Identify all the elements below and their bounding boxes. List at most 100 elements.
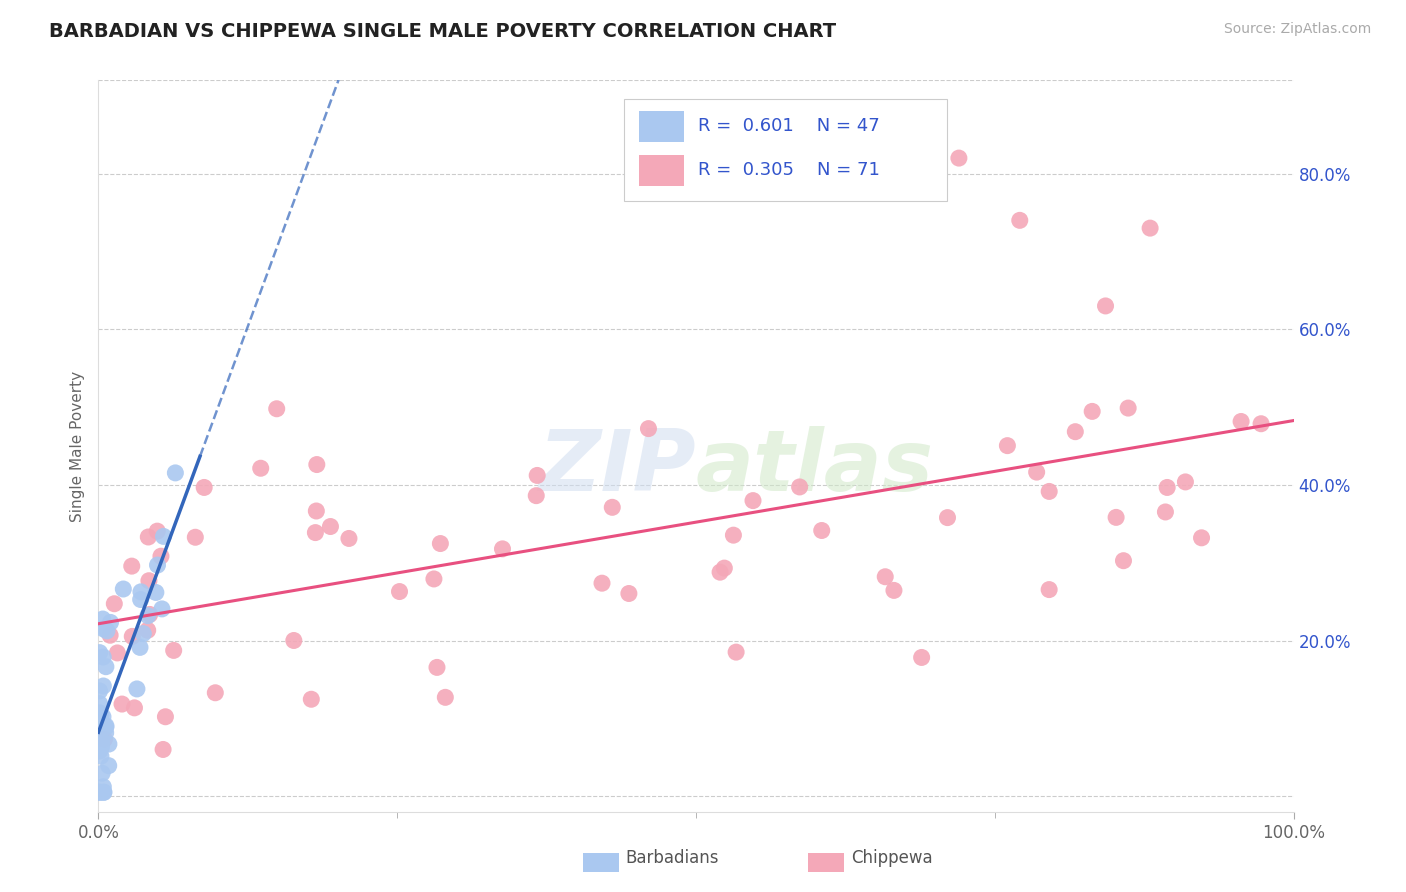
Point [299,692,322,706]
Point [93,679,115,693]
Point [90,735,112,749]
Point [150,602,173,616]
Point [789,480,811,494]
Point [1250,417,1272,431]
Point [165,466,187,480]
Point [146,524,169,538]
Point [491,541,513,556]
Point [911,650,934,665]
Point [93,732,115,747]
Point [90,740,112,755]
Point [995,439,1018,453]
Point [138,574,160,588]
FancyBboxPatch shape [624,99,948,201]
Point [1230,415,1253,429]
Point [725,645,748,659]
Point [94,720,117,734]
Text: Barbadians: Barbadians [626,849,720,867]
Point [97,737,120,751]
Point [948,151,970,165]
Point [98,628,121,642]
Point [1174,475,1197,489]
Point [204,686,226,700]
Point [97,758,120,772]
Text: BARBADIAN VS CHIPPEWA SINGLE MALE POVERTY CORRELATION CHART: BARBADIAN VS CHIPPEWA SINGLE MALE POVERT… [49,22,837,41]
Point [136,530,159,544]
Point [89,646,111,660]
Point [94,726,117,740]
Point [149,549,172,564]
Point [93,785,115,799]
Point [93,622,115,636]
Point [132,626,155,640]
Point [100,615,122,630]
Point [1105,510,1128,524]
Point [155,710,177,724]
Point [713,561,735,575]
Point [1064,425,1087,439]
Point [617,586,640,600]
Point [89,697,111,711]
Point [305,458,328,472]
Point [91,612,114,626]
Point [129,592,152,607]
Point [152,529,174,543]
Point [91,780,114,794]
Point [96,624,118,638]
Point [936,510,959,524]
Point [1025,465,1047,479]
Point [94,659,117,673]
Point [591,576,613,591]
Point [184,530,207,544]
Point [105,646,128,660]
Text: Source: ZipAtlas.com: Source: ZipAtlas.com [1223,22,1371,37]
Text: R =  0.601    N = 47: R = 0.601 N = 47 [699,118,880,136]
Point [121,559,143,574]
Point [139,607,162,622]
Point [136,608,159,623]
Point [742,493,765,508]
Point [600,500,623,515]
Point [163,643,186,657]
Point [91,710,114,724]
FancyBboxPatch shape [638,111,685,142]
Point [388,584,411,599]
Point [90,715,112,730]
FancyBboxPatch shape [638,155,685,186]
Point [193,480,215,494]
Text: R =  0.305    N = 71: R = 0.305 N = 71 [699,161,880,179]
Point [810,524,832,538]
Point [305,504,328,518]
Y-axis label: Single Male Poverty: Single Male Poverty [69,370,84,522]
Point [1112,554,1135,568]
Point [93,719,115,733]
Point [1081,404,1104,418]
Point [1139,221,1161,235]
Point [883,583,905,598]
Point [637,421,659,435]
Point [91,721,114,735]
Point [129,640,152,655]
Point [94,719,117,733]
Point [91,766,114,780]
Point [103,597,125,611]
Point [434,690,457,705]
Point [93,785,115,799]
Point [152,742,174,756]
Point [89,744,111,758]
Point [145,585,167,599]
Point [1116,401,1139,415]
Point [524,489,547,503]
Point [249,461,271,475]
Point [1156,480,1178,494]
Point [124,701,146,715]
Point [90,737,112,751]
Point [1154,505,1177,519]
Point [90,749,112,764]
Point [709,565,731,579]
Point [89,785,111,799]
Point [1191,531,1213,545]
Point [1008,213,1031,227]
Point [89,710,111,724]
Point [1094,299,1116,313]
